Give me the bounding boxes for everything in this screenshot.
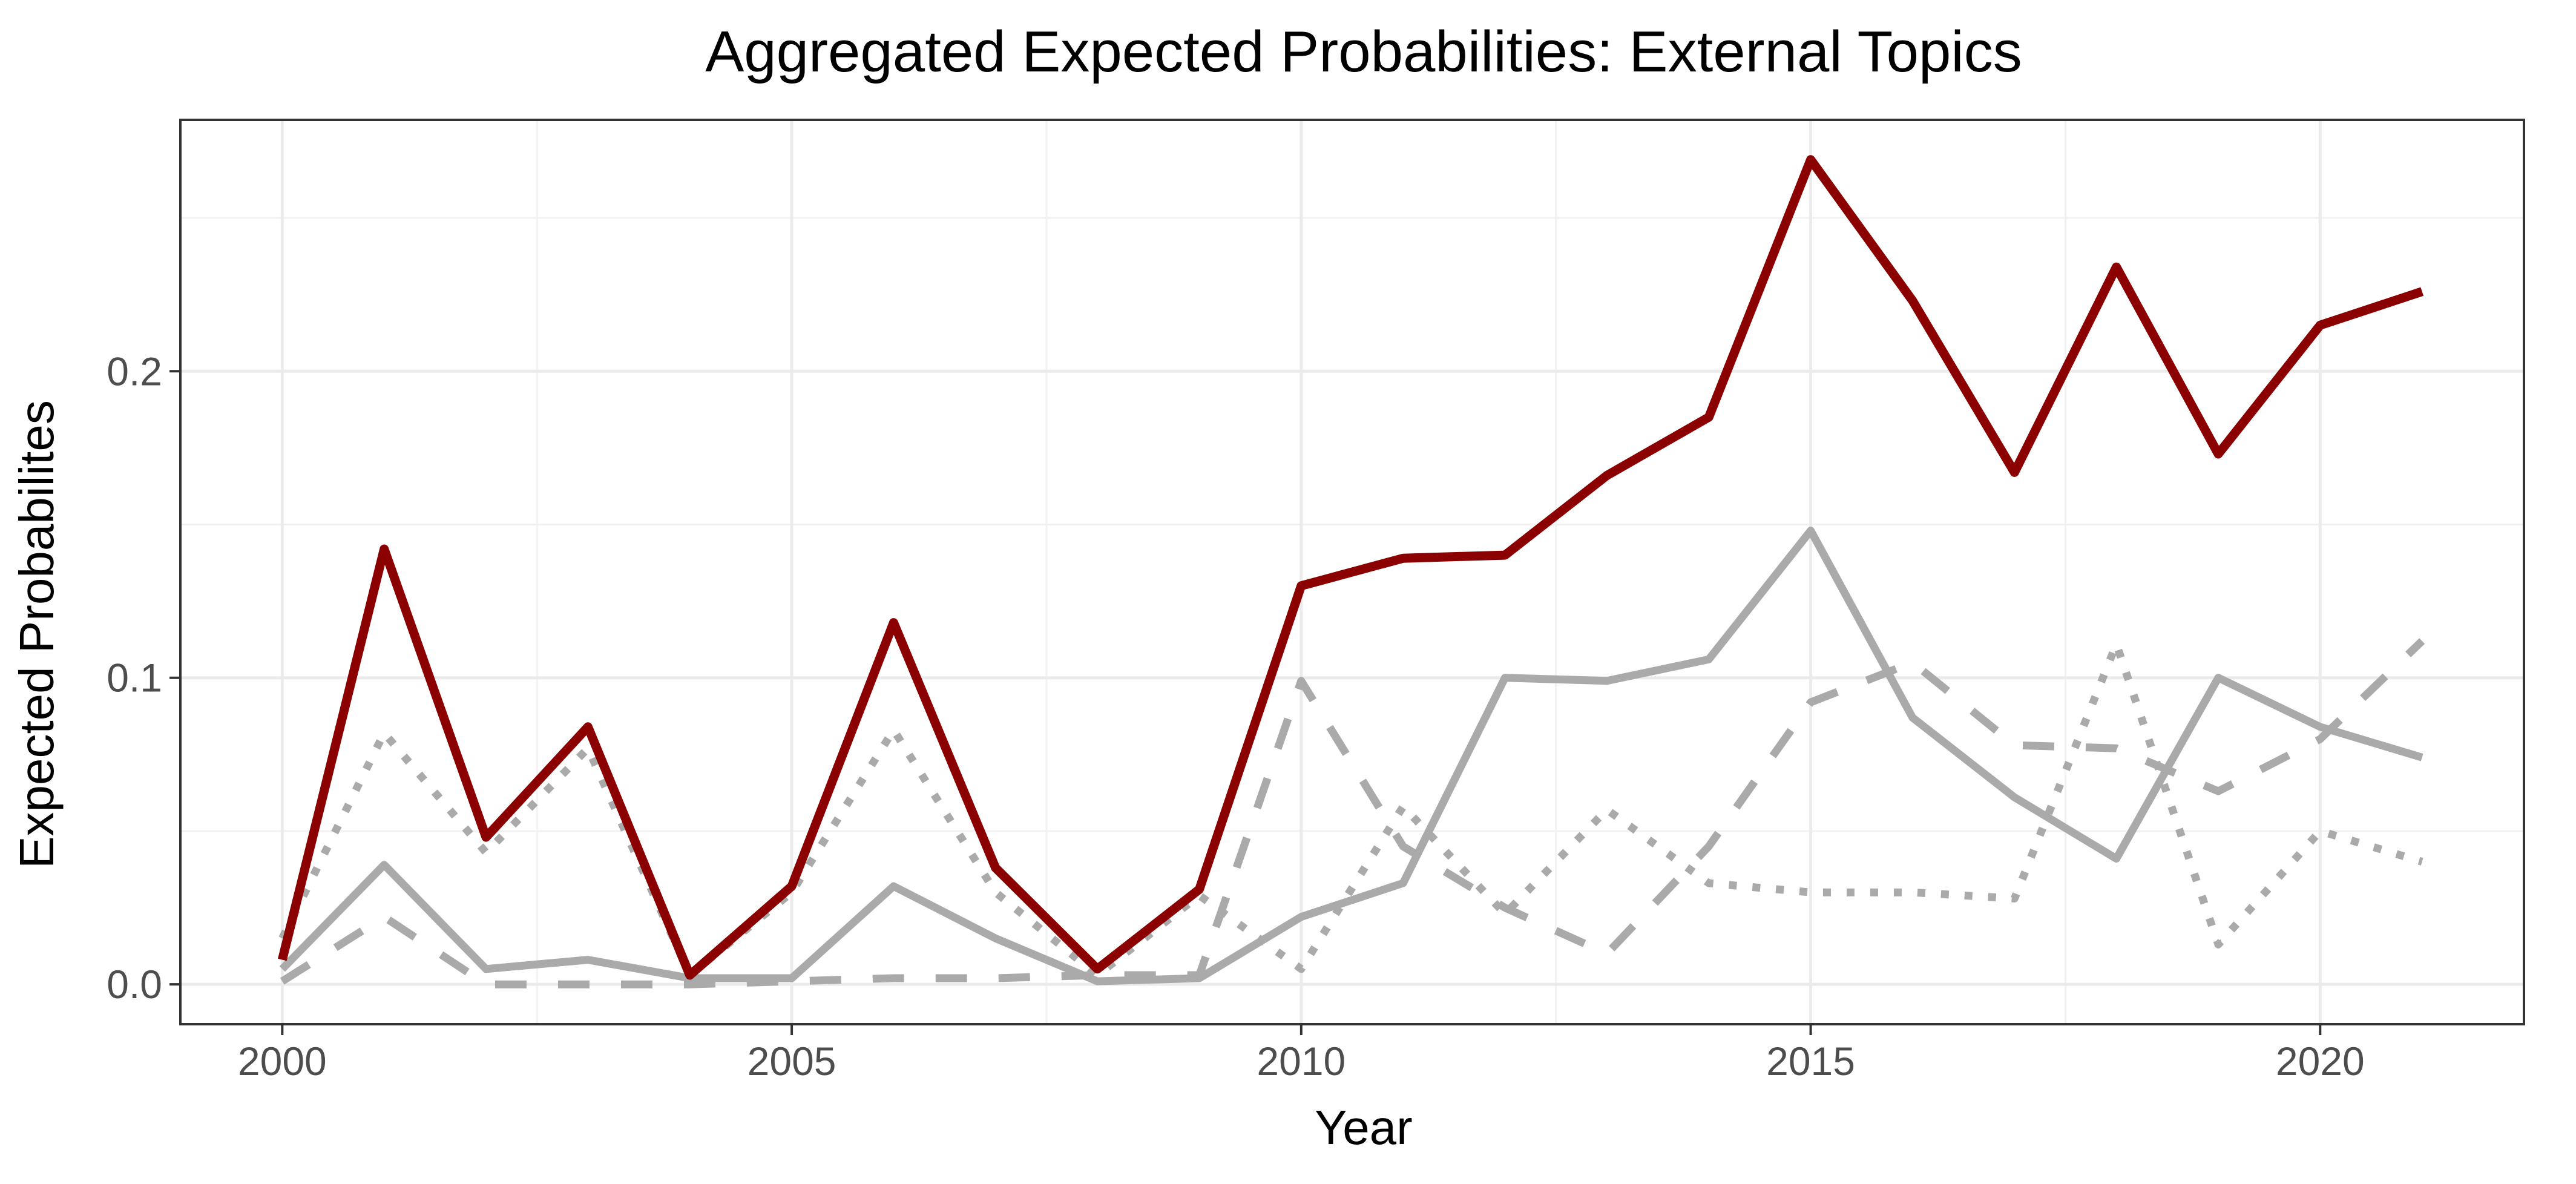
y-tick-label: 0.2 [107,349,162,393]
x-tick-label: 2020 [2276,1039,2365,1084]
series-line-gray-dashed [280,638,2425,988]
x-tick-label: 2005 [748,1039,836,1084]
y-axis-title: Expected Probabilites [10,400,64,869]
chart-title: Aggregated Expected Probabilities: Exter… [705,19,2022,84]
plot-panel-border [179,119,2525,1025]
x-tick-label: 2015 [1766,1039,1855,1084]
y-tick-label: 0.0 [107,962,162,1007]
y-tick-label: 0.1 [107,656,162,700]
y-axis: 0.0 0.1 0.2 [107,349,180,1007]
x-tick-label: 2010 [1257,1039,1346,1084]
series-line-red-solid [278,155,2424,980]
x-tick-label: 2000 [238,1039,327,1084]
major-gridlines [180,120,2524,1024]
series-line-gray-solid [279,527,2423,985]
minor-gridlines [180,120,2524,1024]
series-line-gray-dotted [278,640,2423,979]
x-axis: 2000 2005 2010 2015 2020 [238,1024,2365,1084]
series-layer [278,155,2425,988]
x-axis-title: Year [1315,1100,1413,1154]
